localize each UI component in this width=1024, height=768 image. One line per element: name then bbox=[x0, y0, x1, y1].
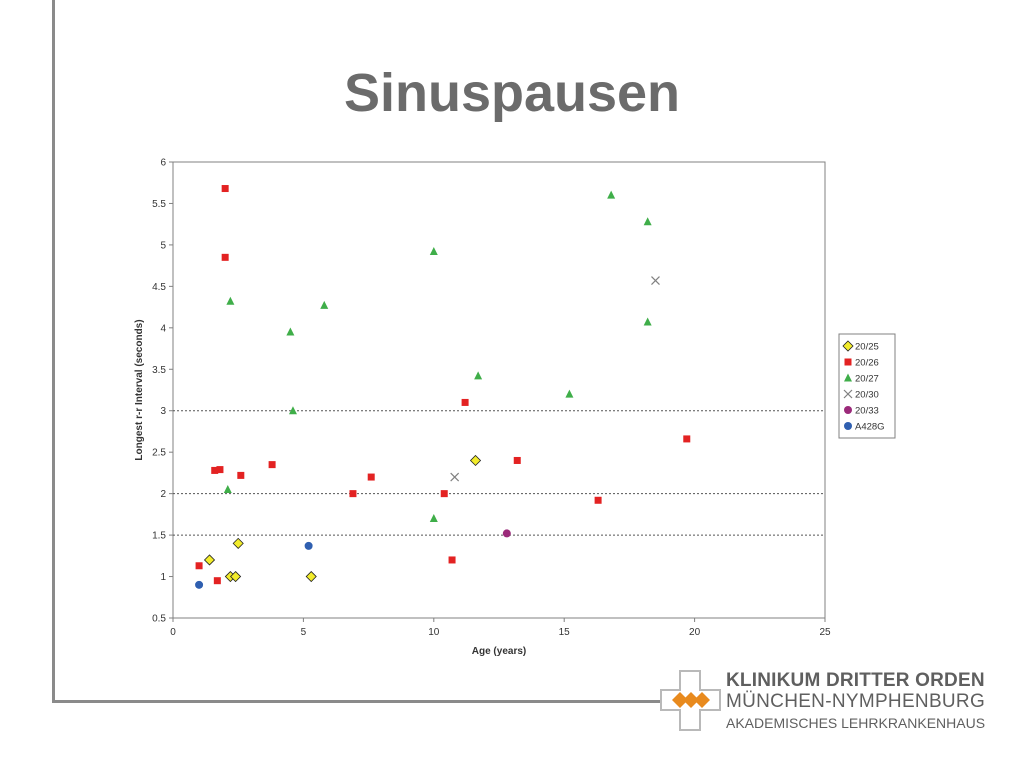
data-point-series-1 bbox=[683, 435, 691, 443]
data-point-series-1 bbox=[594, 496, 602, 504]
legend-label: 20/33 bbox=[855, 406, 879, 417]
y-tick-label: 2 bbox=[160, 489, 166, 500]
slide-frame-horizontal-line bbox=[52, 700, 662, 703]
data-point-series-2 bbox=[226, 296, 235, 305]
logo-location-line: MÜNCHEN-NYMPHENBURG bbox=[726, 691, 986, 712]
legend-label: 20/26 bbox=[855, 358, 879, 369]
data-point-series-2 bbox=[565, 389, 574, 398]
legend-label: 20/25 bbox=[855, 342, 879, 353]
y-tick-label: 4 bbox=[160, 323, 166, 334]
data-point-series-1 bbox=[461, 398, 469, 406]
hospital-logo: KLINIKUM DRITTER ORDEN MÜNCHEN-NYMPHENBU… bbox=[660, 668, 1010, 734]
data-point-series-1 bbox=[237, 471, 245, 479]
legend-marker bbox=[843, 389, 853, 399]
y-axis-label: Longest r-r Interval (seconds) bbox=[134, 319, 145, 460]
slide-title: Sinuspausen bbox=[343, 63, 681, 123]
legend-marker bbox=[844, 422, 852, 430]
x-tick-label: 10 bbox=[428, 627, 440, 638]
data-point-series-2 bbox=[607, 190, 616, 199]
logo-cross-icon bbox=[660, 670, 721, 731]
data-point-series-1 bbox=[195, 562, 203, 570]
data-point-series-4 bbox=[502, 529, 511, 538]
legend-label: A428G bbox=[855, 422, 885, 433]
legend-marker bbox=[844, 373, 852, 382]
data-point-series-0 bbox=[305, 570, 317, 583]
data-point-series-1 bbox=[367, 473, 375, 481]
data-point-series-0 bbox=[203, 554, 216, 566]
x-axis-label: Age (years) bbox=[472, 646, 526, 657]
y-tick-label: 3.5 bbox=[152, 365, 166, 376]
data-point-series-1 bbox=[268, 461, 276, 469]
data-point-series-2 bbox=[429, 514, 438, 523]
data-point-series-2 bbox=[223, 484, 232, 493]
legend-label: 20/30 bbox=[855, 390, 879, 401]
data-point-series-3 bbox=[450, 472, 460, 482]
y-tick-label: 2.5 bbox=[152, 448, 166, 459]
scatter-chart: 0.5 1 1.5 2 2.5 3 3.5 4 4.5 5 5.5 6 0 5 10 15 20 25 Age (y… bbox=[128, 152, 900, 657]
data-point-series-2 bbox=[288, 406, 297, 415]
logo-name-line: KLINIKUM DRITTER ORDEN bbox=[726, 670, 985, 691]
x-tick-label: 20 bbox=[689, 627, 701, 638]
data-point-series-0 bbox=[469, 454, 482, 467]
y-tick-label: 1.5 bbox=[152, 531, 166, 542]
y-tick-label: 5.5 bbox=[152, 199, 166, 210]
data-point-series-3 bbox=[651, 276, 660, 285]
data-point-series-1 bbox=[216, 466, 224, 474]
slide-frame-vertical-line bbox=[52, 0, 55, 703]
data-point-series-1 bbox=[349, 490, 357, 498]
legend-label: 20/27 bbox=[855, 374, 879, 385]
data-point-series-2 bbox=[643, 217, 652, 226]
data-point-series-2 bbox=[429, 247, 438, 256]
data-point-series-0 bbox=[232, 537, 244, 549]
data-point-series-1 bbox=[513, 456, 521, 464]
data-point-series-5 bbox=[195, 580, 204, 589]
x-tick-label: 25 bbox=[819, 627, 831, 638]
y-tick-label: 4.5 bbox=[152, 282, 166, 293]
data-point-series-1 bbox=[213, 577, 221, 585]
legend-marker bbox=[844, 406, 852, 414]
chart-canvas: 0.5 1 1.5 2 2.5 3 3.5 4 4.5 5 5.5 6 0 5 10 15 20 25 Age (y… bbox=[134, 158, 896, 657]
data-point-series-5 bbox=[304, 541, 313, 550]
legend-box bbox=[838, 333, 896, 439]
data-point-series-2 bbox=[474, 371, 483, 380]
data-point-series-0 bbox=[230, 570, 242, 583]
data-point-series-1 bbox=[440, 490, 448, 498]
data-point-series-1 bbox=[221, 185, 229, 193]
x-tick-label: 0 bbox=[170, 627, 176, 638]
y-tick-label: 3 bbox=[160, 406, 166, 417]
logo-text: KLINIKUM DRITTER ORDEN MÜNCHEN-NYMPHENBU… bbox=[726, 670, 985, 732]
legend-marker bbox=[842, 340, 854, 352]
y-tick-label: 0.5 bbox=[152, 614, 166, 625]
logo-diamonds-icon bbox=[672, 692, 710, 708]
logo-subtitle-line: AKADEMISCHES LEHRKRANKENHAUS bbox=[726, 715, 986, 731]
legend-marker bbox=[844, 358, 852, 366]
y-tick-label: 6 bbox=[160, 158, 166, 169]
data-point-series-2 bbox=[320, 300, 329, 309]
plot-area bbox=[172, 161, 826, 619]
data-point-series-1 bbox=[211, 466, 219, 474]
y-tick-label: 1 bbox=[160, 572, 166, 583]
y-tick-label: 5 bbox=[160, 240, 166, 251]
data-point-series-2 bbox=[286, 327, 295, 336]
data-point-series-1 bbox=[448, 556, 456, 564]
x-tick-label: 15 bbox=[559, 627, 571, 638]
data-point-series-2 bbox=[643, 317, 652, 326]
x-tick-label: 5 bbox=[301, 627, 307, 638]
data-point-series-1 bbox=[221, 253, 229, 261]
